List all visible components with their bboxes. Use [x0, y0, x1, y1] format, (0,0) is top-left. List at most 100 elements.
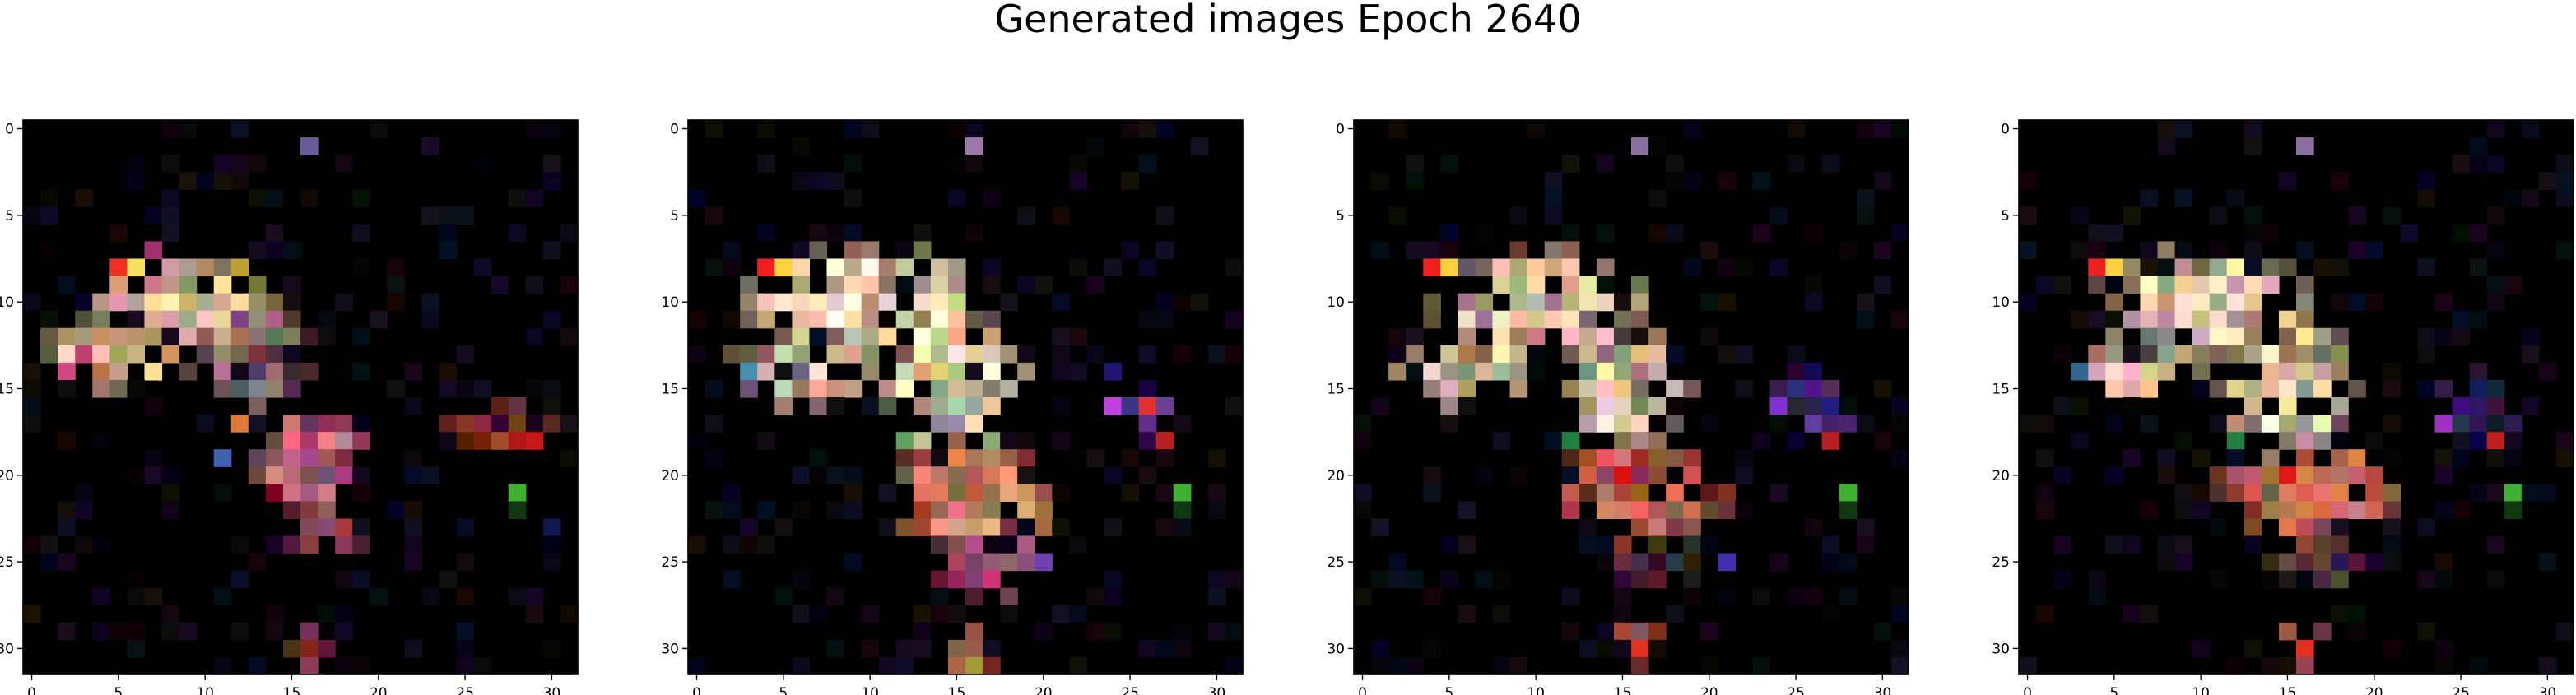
heatmap-cell: [421, 206, 440, 225]
heatmap-cell: [913, 276, 932, 294]
heatmap-cell: [2434, 327, 2453, 346]
heatmap-cell: [1052, 293, 1070, 312]
heatmap-cell: [300, 484, 319, 502]
heatmap-cell: [352, 518, 370, 537]
heatmap-cell: [352, 415, 370, 433]
heatmap-cell: [1683, 172, 1701, 190]
heatmap-cell: [248, 553, 267, 572]
heatmap-cell: [913, 466, 932, 484]
heatmap-cell: [844, 501, 863, 520]
heatmap-cell: [40, 553, 58, 572]
heatmap-cell: [58, 327, 76, 346]
heatmap-cell: [473, 155, 492, 173]
heatmap-cell: [1527, 293, 1546, 312]
heatmap-cell: [740, 276, 758, 294]
heatmap-cell: [826, 293, 845, 312]
heatmap-cell: [2278, 622, 2297, 641]
heatmap-cell: [2209, 310, 2228, 329]
heatmap-cell: [1017, 466, 1035, 484]
heatmap-cell: [878, 518, 897, 537]
heatmap-cell: [144, 362, 163, 381]
heatmap-cell: [2209, 258, 2228, 277]
heatmap-cell: [2296, 327, 2314, 346]
heatmap-cell: [2417, 518, 2436, 537]
heatmap-cell: [947, 656, 966, 675]
heatmap-cell: [2226, 379, 2245, 398]
heatmap-cell: [1804, 587, 1823, 606]
heatmap-cell: [542, 518, 561, 537]
heatmap-cell: [1631, 518, 1649, 537]
heatmap-cell: [1613, 345, 1632, 364]
heatmap-cell: [2452, 310, 2471, 329]
heatmap-cell: [2486, 293, 2505, 312]
heatmap-cell: [248, 379, 267, 398]
heatmap-cell: [688, 432, 706, 450]
heatmap-cell: [1890, 639, 1909, 658]
heatmap-cell: [1155, 293, 1174, 312]
heatmap-cell: [2140, 345, 2159, 364]
heatmap-cell: [2365, 293, 2383, 312]
heatmap-cell: [352, 327, 370, 346]
heatmap-cell: [352, 362, 370, 381]
heatmap-cell: [213, 276, 232, 294]
heatmap-cell: [2383, 535, 2401, 554]
heatmap-cell: [2140, 310, 2159, 329]
heatmap-cell: [2469, 656, 2488, 675]
heatmap-cell: [1544, 241, 1563, 260]
heatmap-cell: [965, 518, 983, 537]
heatmap-cell: [230, 379, 249, 398]
heatmap-cell: [774, 327, 793, 346]
heatmap-cell: [861, 345, 880, 364]
heatmap-cell: [740, 379, 758, 398]
heatmap-cell: [1561, 293, 1580, 312]
heatmap-cell: [947, 484, 966, 502]
heatmap-cell: [75, 189, 93, 207]
heatmap-cell: [792, 172, 811, 190]
heatmap-cell: [1121, 484, 1140, 502]
y-tick-label: 10: [1327, 294, 1345, 311]
heatmap-cell: [792, 137, 811, 155]
heatmap-cell: [179, 622, 198, 641]
heatmap-cell: [1700, 656, 1718, 675]
heatmap-cell: [1069, 605, 1088, 623]
heatmap-cell: [2192, 293, 2211, 312]
heatmap-cell: [705, 415, 723, 433]
heatmap-cell: [913, 310, 932, 329]
heatmap-cell: [1440, 379, 1458, 398]
heatmap-cell: [1561, 484, 1580, 502]
x-tick-label: 0: [2023, 685, 2032, 695]
heatmap-cell: [826, 345, 845, 364]
heatmap-cell: [1752, 432, 1771, 450]
heatmap-cell: [1440, 415, 1458, 433]
heatmap-cell: [913, 432, 932, 450]
heatmap-cell: [1509, 241, 1528, 260]
heatmap-cell: [92, 293, 110, 312]
heatmap-cell: [1631, 327, 1649, 346]
heatmap-cell: [387, 276, 405, 294]
heatmap-cell: [1700, 622, 1718, 641]
heatmap-cell: [230, 258, 249, 277]
heatmap-cell: [2244, 345, 2262, 364]
heatmap-cell: [2105, 327, 2123, 346]
heatmap-cell: [930, 327, 949, 346]
heatmap-cell: [161, 484, 180, 502]
heatmap-cell: [1804, 397, 1823, 415]
heatmap-cell: [1700, 415, 1718, 433]
heatmap-cell: [1648, 622, 1667, 641]
heatmap-cell: [127, 293, 146, 312]
heatmap-cell: [930, 605, 949, 623]
heatmap-cell: [1458, 501, 1476, 520]
heatmap-cell: [1104, 570, 1123, 589]
heatmap-cell: [161, 501, 180, 520]
heatmap-cell: [705, 120, 723, 138]
heatmap-cell: [161, 206, 180, 225]
heatmap-cell: [213, 379, 232, 398]
heatmap-cell: [2174, 535, 2193, 554]
heatmap-cell: [508, 432, 527, 450]
heatmap-cell: [1769, 397, 1788, 415]
heatmap-cell: [439, 570, 458, 589]
heatmap-cell: [1821, 432, 1840, 450]
heatmap-cell: [2296, 276, 2314, 294]
heatmap-cell: [1000, 449, 1018, 467]
heatmap-cell: [2261, 379, 2280, 398]
